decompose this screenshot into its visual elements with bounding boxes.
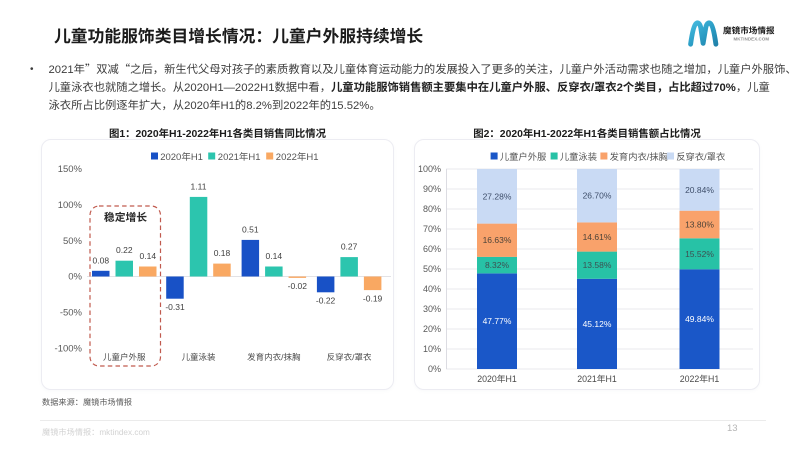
svg-text:0.18: 0.18 bbox=[214, 248, 231, 258]
svg-text:150%: 150% bbox=[58, 164, 83, 175]
svg-text:-50%: -50% bbox=[60, 308, 83, 319]
svg-text:2020年H1: 2020年H1 bbox=[477, 374, 517, 384]
svg-text:30%: 30% bbox=[423, 304, 441, 314]
svg-text:16.63%: 16.63% bbox=[483, 235, 512, 245]
svg-text:0.22: 0.22 bbox=[116, 245, 133, 255]
svg-text:100%: 100% bbox=[58, 200, 83, 211]
svg-text:100%: 100% bbox=[418, 164, 441, 174]
svg-text:-0.22: -0.22 bbox=[316, 296, 336, 306]
svg-text:-0.31: -0.31 bbox=[165, 302, 185, 312]
svg-text:27.28%: 27.28% bbox=[483, 191, 512, 201]
svg-text:-100%: -100% bbox=[55, 343, 83, 354]
svg-text:13.58%: 13.58% bbox=[583, 260, 612, 270]
svg-text:儿童泳装: 儿童泳装 bbox=[181, 352, 216, 362]
svg-text:儿童户外服: 儿童户外服 bbox=[500, 152, 547, 162]
svg-text:47.77%: 47.77% bbox=[483, 316, 512, 326]
svg-text:15.52%: 15.52% bbox=[685, 249, 714, 259]
svg-text:40%: 40% bbox=[423, 284, 441, 294]
svg-text:2021年H1: 2021年H1 bbox=[218, 151, 261, 163]
svg-text:发育内衣/抹胸: 发育内衣/抹胸 bbox=[610, 152, 668, 162]
svg-text:50%: 50% bbox=[63, 236, 83, 247]
svg-text:14.61%: 14.61% bbox=[583, 232, 612, 242]
svg-text:魔镜市场情报: 魔镜市场情报 bbox=[723, 26, 775, 36]
svg-text:49.84%: 49.84% bbox=[685, 314, 714, 324]
svg-text:反穿衣/罩衣: 反穿衣/罩衣 bbox=[676, 152, 725, 162]
svg-text:0.08: 0.08 bbox=[93, 255, 110, 265]
svg-text:2020年H1: 2020年H1 bbox=[160, 151, 203, 163]
svg-text:0.51: 0.51 bbox=[242, 224, 259, 234]
svg-text:20.84%: 20.84% bbox=[685, 185, 714, 195]
svg-text:70%: 70% bbox=[423, 224, 441, 234]
svg-text:MKTINDEX.COM: MKTINDEX.COM bbox=[734, 37, 770, 42]
svg-text:稳定增长: 稳定增长 bbox=[104, 211, 147, 224]
svg-text:发育内衣/抹胸: 发育内衣/抹胸 bbox=[247, 352, 301, 362]
svg-text:90%: 90% bbox=[423, 184, 441, 194]
svg-text:10%: 10% bbox=[423, 344, 441, 354]
svg-text:13.80%: 13.80% bbox=[685, 220, 714, 230]
svg-text:1.11: 1.11 bbox=[191, 181, 207, 191]
svg-text:-0.02: -0.02 bbox=[288, 281, 308, 291]
svg-text:60%: 60% bbox=[423, 244, 441, 254]
svg-text:26.70%: 26.70% bbox=[583, 191, 612, 201]
svg-text:0.27: 0.27 bbox=[341, 242, 358, 252]
svg-text:0%: 0% bbox=[68, 272, 82, 283]
svg-text:0.14: 0.14 bbox=[140, 251, 157, 261]
svg-text:2022年H1: 2022年H1 bbox=[276, 151, 319, 163]
svg-text:45.12%: 45.12% bbox=[583, 319, 612, 329]
svg-text:20%: 20% bbox=[423, 324, 441, 334]
svg-text:0%: 0% bbox=[428, 364, 441, 374]
svg-text:2022年H1: 2022年H1 bbox=[680, 374, 720, 384]
svg-text:反穿衣/罩衣: 反穿衣/罩衣 bbox=[327, 352, 372, 362]
svg-text:8.32%: 8.32% bbox=[485, 260, 510, 270]
svg-text:儿童户外服: 儿童户外服 bbox=[103, 352, 146, 362]
svg-text:儿童泳装: 儿童泳装 bbox=[560, 152, 597, 162]
svg-text:50%: 50% bbox=[423, 264, 441, 274]
svg-text:-0.19: -0.19 bbox=[363, 293, 383, 303]
svg-text:0.14: 0.14 bbox=[266, 251, 283, 261]
svg-text:80%: 80% bbox=[423, 204, 441, 214]
svg-text:2021年H1: 2021年H1 bbox=[577, 374, 617, 384]
